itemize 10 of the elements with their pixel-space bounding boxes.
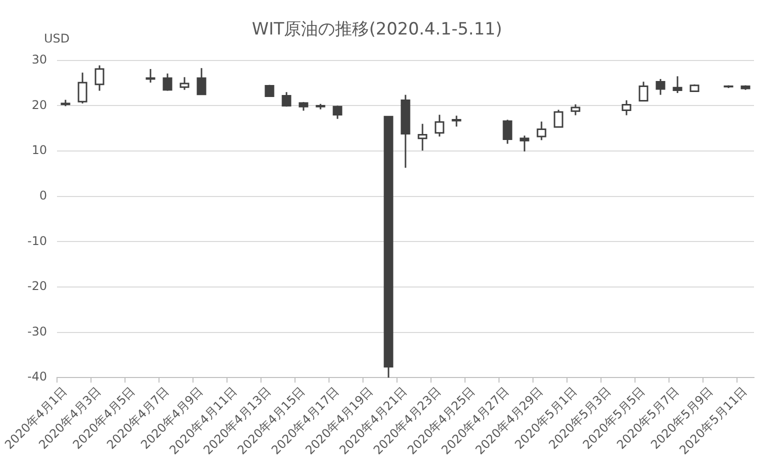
y-tick-label: 20 — [32, 98, 47, 112]
y-tick-label: 30 — [32, 52, 47, 67]
y-tick-label: -40 — [27, 370, 47, 384]
y-tick-label: -30 — [27, 324, 47, 338]
y-tick-label: -10 — [27, 234, 47, 248]
y-tick-label: -20 — [27, 279, 47, 294]
chart-title: WIT原油の推移(2020.4.1-5.11) — [252, 20, 502, 40]
y-tick-label: 0 — [39, 188, 47, 202]
y-tick-label: 10 — [32, 143, 47, 158]
y-axis-title: USD — [44, 32, 70, 46]
